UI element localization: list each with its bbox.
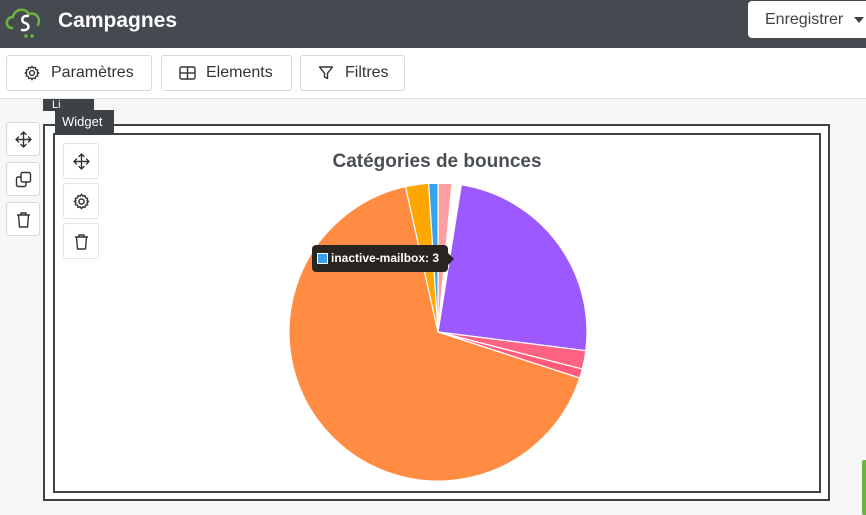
settings-button[interactable]: Paramètres [6,55,152,91]
widget-settings-button[interactable] [63,183,99,219]
chart-title: Catégories de bounces [332,151,542,172]
move-icon [73,153,90,170]
save-button[interactable]: Enregistrer [748,1,866,38]
top-bar: Campagnes Enregistrer [0,0,866,48]
move-icon [15,131,32,148]
pie-slice-2[interactable] [437,184,588,352]
filters-button-label: Filtres [345,64,389,81]
trash-icon [75,234,88,250]
delete-block-button[interactable] [6,202,40,236]
grid-icon [179,66,196,80]
gear-icon [73,193,90,210]
widget-tag: Widget [55,110,114,133]
tooltip-text: inactive-mailbox: 3 [331,251,440,265]
filters-button[interactable]: Filtres [300,55,405,91]
delete-widget-button[interactable] [63,223,99,259]
pie-chart[interactable] [288,184,588,484]
toolbar: Paramètres Elements Filtres [0,48,866,99]
chart-tooltip: inactive-mailbox: 3 [312,245,455,272]
app-logo-icon[interactable] [4,3,46,39]
block-tag: Li [43,99,94,111]
tooltip-swatch [317,253,328,264]
trash-icon [17,212,30,228]
move-block-button[interactable] [6,122,40,156]
copy-icon [15,171,32,188]
duplicate-block-button[interactable] [6,162,40,196]
move-widget-button[interactable] [63,143,99,179]
scrollbar-handle[interactable] [862,460,866,515]
gear-icon [24,65,40,81]
elements-button-label: Elements [206,64,273,81]
elements-button[interactable]: Elements [161,55,292,91]
save-button-label: Enregistrer [765,11,844,28]
chevron-down-icon [854,17,864,23]
settings-button-label: Paramètres [51,64,134,81]
filter-icon [318,66,334,80]
tooltip-arrow [448,253,455,265]
page-title: Campagnes [58,9,178,32]
